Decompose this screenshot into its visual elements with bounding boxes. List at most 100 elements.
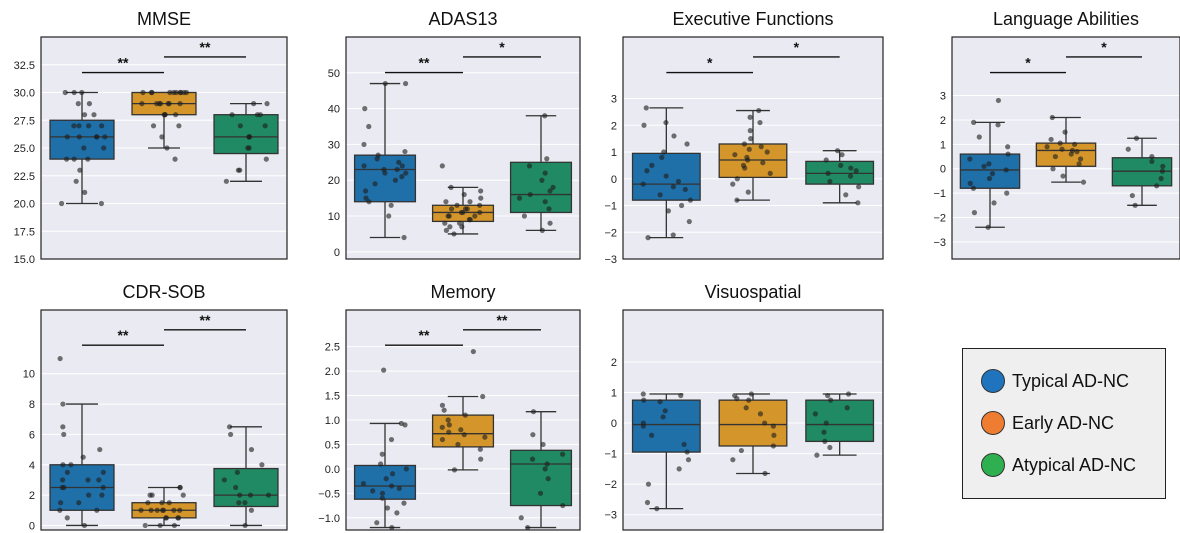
chart-mmse-significance-label: ** <box>200 39 211 55</box>
chart-mmse-ytick-label: 32.5 <box>14 60 35 72</box>
chart-adas13-data-point <box>478 188 484 194</box>
chart-adas13-data-point <box>363 195 369 201</box>
legend-swatch-typical <box>981 369 1005 393</box>
chart-mmse-data-point <box>254 112 261 118</box>
chart-cdr-sob-atypical-ad-nc-box <box>213 467 279 508</box>
chart-adas13-data-point <box>442 220 448 226</box>
chart-mmse-data-point <box>77 167 83 173</box>
chart-language-abilities-ytick-label: −2 <box>933 213 946 225</box>
chart-cdr-sob-data-point <box>100 484 106 491</box>
chart-mmse-ytick-label: 22.5 <box>14 171 35 183</box>
chart-visuospatial-data-point <box>684 449 690 455</box>
chart-language-abilities-data-point <box>1149 158 1155 165</box>
chart-mmse-ytick-label: 25.0 <box>14 143 35 155</box>
chart-executive-functions-atypical-ad-nc-box <box>805 160 875 185</box>
chart-language-abilities-data-point <box>967 156 973 162</box>
chart-mmse-data-point <box>157 101 164 107</box>
chart-cdr-sob-data-point <box>94 507 100 513</box>
chart-visuospatial-data-point <box>654 506 660 512</box>
chart-cdr-sob-data-point <box>97 446 103 453</box>
chart-adas13-data-point <box>381 166 387 173</box>
chart-cdr-sob-data-point <box>68 462 74 468</box>
chart-executive-functions-data-point <box>657 192 663 198</box>
chart-mmse-data-point <box>71 156 77 162</box>
chart-mmse-data-point <box>81 145 87 151</box>
chart-adas13-data-point <box>447 224 453 230</box>
chart-mmse-data-point <box>173 112 179 118</box>
chart-executive-functions-data-point <box>663 173 669 179</box>
chart-memory-data-point <box>370 488 376 494</box>
chart-mmse-data-point <box>85 156 91 162</box>
chart-visuospatial-data-point <box>821 429 827 435</box>
chart-executive-functions-data-point <box>682 186 688 193</box>
legend-item-typical: Typical AD-NC <box>981 369 1129 393</box>
chart-executive-functions-ytick-label: 3 <box>611 94 617 106</box>
chart-adas13-data-point <box>439 163 445 169</box>
chart-executive-functions-data-point <box>839 152 845 158</box>
chart-visuospatial-data-point <box>732 392 738 399</box>
chart-mmse-data-point <box>59 200 65 207</box>
chart-language-abilities-data-point <box>989 171 996 177</box>
chart-visuospatial-data-point <box>762 470 768 477</box>
chart-adas13-data-point <box>361 163 367 169</box>
chart-language-abilities-data-point <box>986 175 993 182</box>
chart-executive-functions-data-point <box>825 170 831 177</box>
chart-executive-functions-significance-label: * <box>707 55 713 71</box>
chart-executive-functions-data-point <box>670 184 676 190</box>
chart-memory-ytick-label: 2.5 <box>325 342 340 354</box>
chart-visuospatial-data-point <box>640 391 646 397</box>
chart-language-abilities-data-point <box>1160 163 1166 169</box>
chart-language-abilities-data-point <box>995 97 1002 104</box>
chart-language-abilities-ytick-label: −3 <box>933 237 946 249</box>
chart-visuospatial-ytick-label: −1 <box>604 449 617 461</box>
legend-label-atypical: Atypical AD-NC <box>1012 454 1137 475</box>
chart-memory-data-point <box>478 456 484 462</box>
chart-adas13-typical-ad-nc-box <box>353 154 417 203</box>
chart-language-abilities-ytick-label: 1 <box>940 139 946 151</box>
chart-executive-functions-data-point <box>675 178 682 185</box>
chart-mmse-data-point <box>262 123 268 129</box>
chart-visuospatial-data-point <box>812 411 819 417</box>
chart-memory-data-point <box>525 524 531 530</box>
chart-mmse-ytick-label: 17.5 <box>14 226 35 238</box>
chart-language-abilities-data-point <box>1060 173 1066 179</box>
chart-memory-ytick-label: 0.0 <box>325 464 340 476</box>
chart-cdr-sob-data-point <box>248 446 255 453</box>
chart-mmse-typical-ad-nc-box <box>49 119 115 160</box>
chart-memory-atypical-ad-nc-box <box>509 449 573 507</box>
chart-mmse-data-point <box>79 89 85 96</box>
chart-memory-data-point <box>388 436 395 443</box>
chart-language-abilities-data-point <box>985 224 991 230</box>
chart-adas13-data-point <box>382 80 388 87</box>
chart-visuospatial-data-point <box>746 397 752 403</box>
chart-memory-data-point <box>540 441 546 448</box>
chart-executive-functions-data-point <box>855 200 861 206</box>
chart-cdr-sob-data-point <box>236 500 242 506</box>
chart-mmse-data-point <box>140 89 146 96</box>
chart-memory-data-point <box>439 402 446 408</box>
chart-memory-data-point <box>379 495 385 501</box>
chart-memory-data-point <box>537 490 544 496</box>
chart-language-abilities-ytick-label: 3 <box>940 91 946 103</box>
chart-language-abilities-data-point <box>1159 168 1165 174</box>
chart-cdr-sob-ytick-label: 10 <box>23 369 35 381</box>
chart-visuospatial-data-point <box>644 499 651 506</box>
chart-adas13-data-point <box>516 195 523 201</box>
chart-cdr-sob-data-point <box>61 431 67 438</box>
chart-visuospatial-content <box>631 391 875 512</box>
chart-adas13-data-point <box>366 199 372 205</box>
chart-memory-frame <box>345 309 581 531</box>
chart-visuospatial-data-point <box>730 457 736 463</box>
chart-mmse-significance-label: ** <box>118 55 129 71</box>
chart-executive-functions-title: Executive Functions <box>672 9 833 29</box>
chart-visuospatial-data-point <box>648 432 655 438</box>
chart-memory-data-point <box>529 456 536 462</box>
chart-executive-functions-data-point <box>760 160 766 166</box>
chart-cdr-sob-frame <box>40 309 288 531</box>
chart-visuospatial-ytick-label: 2 <box>611 357 617 369</box>
chart-language-abilities-title: Language Abilities <box>993 9 1139 29</box>
chart-language-abilities-data-point <box>1005 144 1011 150</box>
chart-visuospatial-data-point <box>681 441 687 448</box>
chart-adas13-data-point <box>402 80 409 87</box>
chart-executive-functions-data-point <box>732 152 738 158</box>
